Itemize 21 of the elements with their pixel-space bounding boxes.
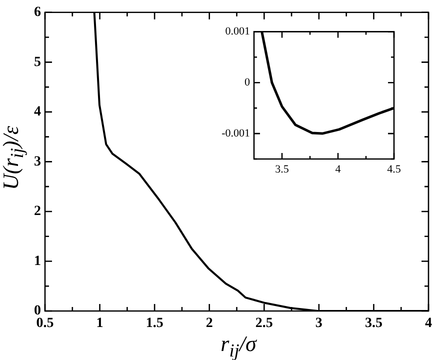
x-tick-label: 3.5 bbox=[275, 163, 290, 176]
x-tick-label: 0.5 bbox=[36, 316, 54, 332]
x-tick-label: 4 bbox=[425, 316, 432, 332]
y-tick-label: 0.001 bbox=[225, 26, 250, 38]
y-tick-label: 4 bbox=[34, 104, 41, 120]
x-tick-label: 4 bbox=[335, 163, 342, 176]
x-tick-label: 1.5 bbox=[146, 316, 164, 332]
x-tick-label: 3 bbox=[315, 316, 322, 332]
y-tick-label: 0 bbox=[34, 304, 41, 319]
y-tick-label: 6 bbox=[34, 5, 41, 20]
x-tick-label: 3.5 bbox=[364, 316, 382, 332]
y-tick-label: 5 bbox=[34, 54, 41, 70]
x-tick-label: 2 bbox=[206, 316, 213, 332]
x-axis-title: r$_{ij}$/σ bbox=[220, 331, 258, 360]
x-tick-label: 1 bbox=[96, 316, 104, 332]
x-tick-label: 2.5 bbox=[255, 316, 273, 332]
x-tick-label: 4.5 bbox=[387, 163, 402, 176]
y-tick-label: 2 bbox=[34, 204, 41, 220]
y-tick-label: 1 bbox=[34, 254, 41, 269]
y-tick-label: 0 bbox=[244, 76, 250, 89]
y-tick-label: -0.001 bbox=[222, 127, 250, 140]
